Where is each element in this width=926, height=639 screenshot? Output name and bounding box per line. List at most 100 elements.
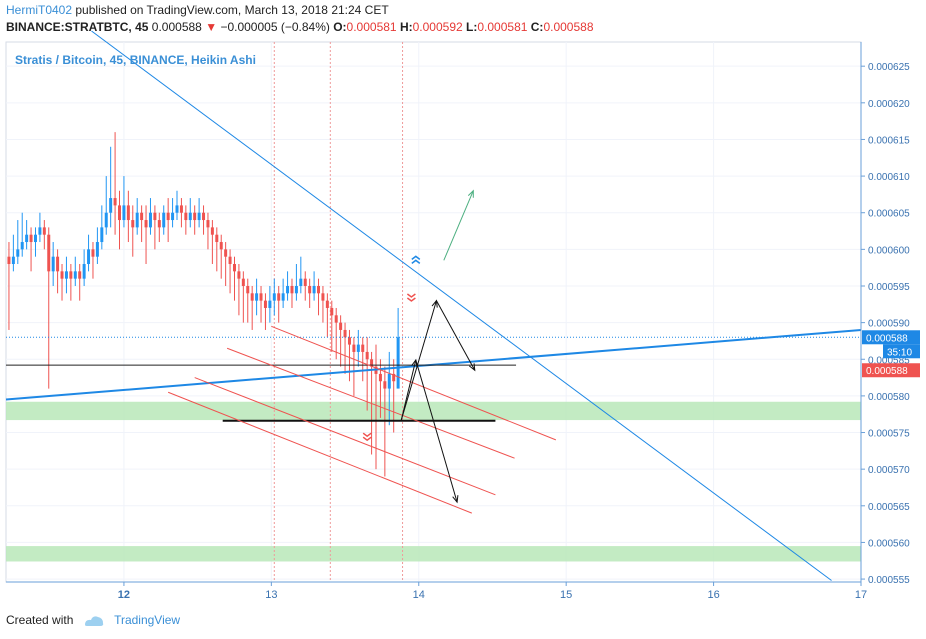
arrow-head	[467, 189, 474, 198]
candle-body	[334, 315, 338, 323]
candle-body	[255, 293, 259, 301]
candle-body	[250, 293, 254, 301]
chevron-marker	[411, 255, 421, 260]
candle-body	[325, 300, 329, 308]
tradingview-brand-link[interactable]: TradingView	[114, 613, 181, 627]
chart-header-line2: BINANCE:STRATBTC, 45 0.000588 ▼ −0.00000…	[6, 20, 594, 34]
candle-body	[69, 271, 73, 279]
footer: Created with TradingView	[6, 613, 180, 628]
candle-body	[299, 278, 303, 286]
chevron-marker	[362, 432, 372, 438]
candle-body	[131, 220, 135, 228]
low-label: L:	[466, 20, 478, 34]
price-chart[interactable]: Stratis / Bitcoin, 45, BINANCE, Heikin A…	[0, 0, 926, 610]
x-tick-label: 16	[707, 589, 719, 601]
candle-body	[91, 249, 95, 257]
y-tick-label: 0.000555	[868, 575, 910, 586]
candle-body	[78, 271, 82, 279]
y-tick-label: 0.000605	[868, 209, 910, 220]
candle-body	[303, 278, 307, 286]
candle-body	[330, 307, 334, 316]
candle-body	[281, 293, 285, 301]
candle-body	[16, 249, 20, 257]
candle-body	[396, 337, 400, 389]
candle-body	[73, 271, 77, 279]
support-zones	[6, 401, 861, 562]
high-value: 0.000592	[412, 20, 463, 34]
candle-body	[64, 271, 68, 279]
y-tick-label: 0.000580	[868, 392, 910, 403]
arrow-line	[443, 190, 474, 261]
channel-line	[226, 347, 515, 459]
arrow-line	[400, 300, 437, 421]
candle-body	[118, 205, 122, 221]
candle-body	[370, 359, 374, 367]
candle-body	[171, 212, 175, 221]
created-with-text: Created with	[6, 613, 74, 627]
arrow-head	[452, 495, 459, 504]
channel-line	[167, 391, 473, 514]
candle-body	[290, 285, 294, 294]
tradingview-logo-icon	[84, 616, 103, 626]
countdown-bg	[883, 344, 920, 359]
y-axis: 0.000555 0.000560 0.000565 0.000570 0.000575…	[861, 62, 910, 586]
candle-body	[347, 337, 351, 345]
y-tick-label: 0.000595	[868, 282, 910, 293]
y-tick-label: 0.000585	[868, 355, 910, 366]
author-link[interactable]: HermiT0402	[6, 3, 73, 17]
candle-body	[153, 212, 157, 221]
arrow-line	[400, 359, 417, 421]
candle-body	[47, 234, 51, 272]
candle-body	[33, 234, 37, 243]
change-value: −0.000005 (−0.84%)	[220, 20, 330, 34]
open-value: 0.000581	[346, 20, 397, 34]
candle-body	[246, 285, 250, 294]
candle-body	[11, 256, 15, 265]
candle-body	[29, 234, 33, 243]
candle-body	[193, 212, 197, 221]
candle-body	[95, 242, 99, 257]
arrow-line	[415, 359, 458, 503]
candle-body	[232, 264, 236, 272]
candle-body	[175, 205, 179, 213]
channel-line	[194, 377, 496, 496]
candle-body	[241, 278, 245, 286]
x-axis: 12 13 14 15 16 17	[118, 582, 867, 601]
candle-body	[219, 242, 223, 250]
candle-body	[210, 227, 214, 235]
chevron-marker	[362, 436, 372, 442]
y-tick-label: 0.000575	[868, 429, 910, 440]
candle-body	[352, 344, 356, 352]
y-tick-label: 0.000610	[868, 172, 910, 183]
x-tick-label: 12	[118, 589, 130, 601]
candle-body	[122, 205, 126, 221]
last-price-label-bg	[862, 330, 920, 345]
close-price-label-bg	[862, 363, 920, 378]
candle-body	[263, 300, 267, 308]
candle-body	[38, 227, 42, 235]
candle-body	[312, 285, 316, 294]
candle-body	[392, 373, 396, 382]
candle-body	[126, 205, 130, 221]
x-tick-label: 17	[855, 589, 867, 601]
candle-body	[51, 256, 55, 272]
candle-body	[148, 212, 152, 228]
candle-body	[286, 285, 290, 294]
close-label: C:	[530, 20, 544, 34]
y-tick-label: 0.000625	[868, 62, 910, 73]
candle-body	[157, 220, 161, 228]
y-tick-label: 0.000615	[868, 135, 910, 146]
drawings	[5, 30, 862, 581]
chart-header-line1: HermiT0402 published on TradingView.com,…	[6, 3, 389, 17]
arrows	[400, 189, 476, 504]
candle-body	[228, 256, 232, 265]
candle-body	[383, 381, 387, 389]
open-label: O:	[333, 20, 347, 34]
symbol-label: BINANCE:STRATBTC, 45	[6, 20, 149, 34]
low-value: 0.000581	[477, 20, 528, 34]
countdown-label: 35:10	[887, 347, 912, 358]
close-price-label: 0.000588	[866, 366, 908, 377]
chart-title: Stratis / Bitcoin, 45, BINANCE, Heikin A…	[15, 53, 256, 67]
change-arrow-icon: ▼	[205, 20, 218, 34]
price-labels: 0.000588 35:10 0.000588	[862, 330, 920, 378]
